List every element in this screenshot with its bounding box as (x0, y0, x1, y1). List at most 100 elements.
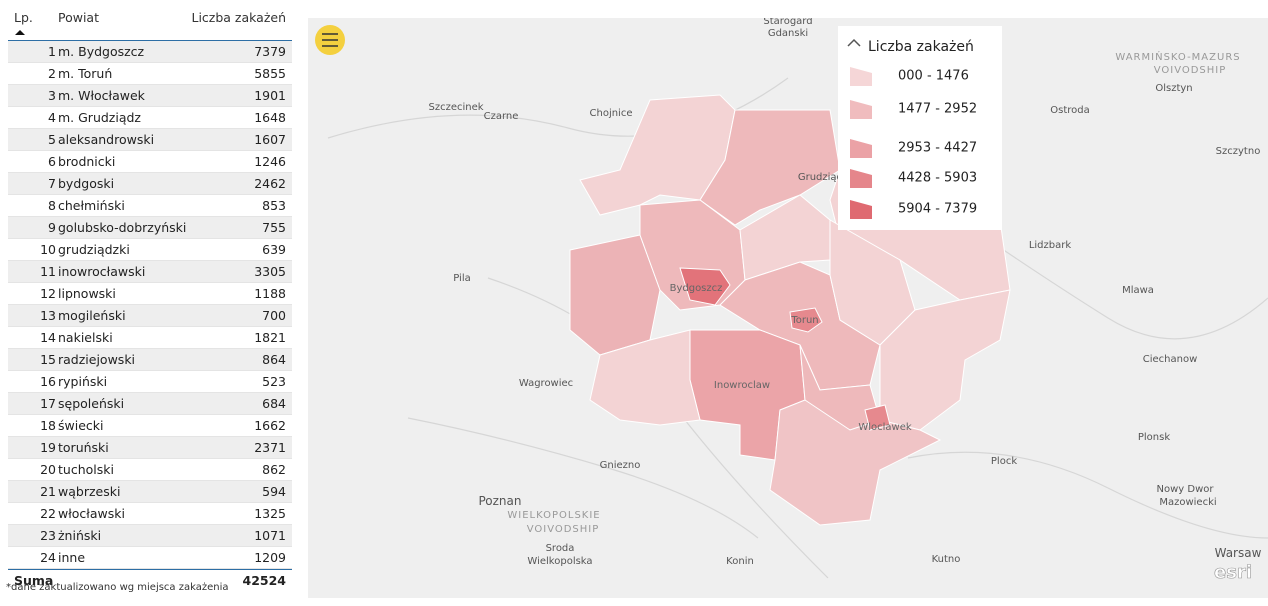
table-row: 12 lipnowski 1188 (8, 283, 292, 305)
place-label: Ostroda (1050, 105, 1090, 116)
row-lp: 24 (40, 550, 56, 565)
place-label: Wagrowiec (519, 378, 573, 389)
table-row: 19 toruński 2371 (8, 437, 292, 459)
place-label: Mlawa (1122, 285, 1154, 296)
header-powiat[interactable]: Powiat (58, 10, 99, 25)
table-row: 3 m. Włocławek 1901 (8, 85, 292, 107)
table-row: 21 wąbrzeski 594 (8, 481, 292, 503)
place-label: Sroda (546, 543, 575, 554)
table-row: 8 chełmiński 853 (8, 195, 292, 217)
row-value: 1246 (254, 154, 286, 169)
table-row: 14 nakielski 1821 (8, 327, 292, 349)
row-value: 1209 (254, 550, 286, 565)
place-label: Poznan (478, 494, 521, 508)
table-row: 9 golubsko-dobrzyński 755 (8, 217, 292, 239)
row-lp: 11 (40, 264, 56, 279)
legend-swatch (850, 200, 872, 219)
header-value[interactable]: Liczba zakażeń (191, 10, 286, 25)
row-value: 1188 (254, 286, 286, 301)
row-value: 5855 (254, 66, 286, 81)
legend: Liczba zakażeń 000 - 1476 1477 - 2952 2953… (838, 26, 1002, 230)
table-row: 18 świecki 1662 (8, 415, 292, 437)
row-powiat: m. Bydgoszcz (58, 44, 145, 59)
sort-arrow (15, 30, 25, 35)
row-lp: 6 (48, 154, 56, 169)
row-value: 1325 (254, 506, 286, 521)
table-row: 24 inne 1209 (8, 547, 292, 569)
place-label: Inowroclaw (714, 380, 770, 391)
row-value: 594 (262, 484, 286, 499)
row-powiat: radziejowski (58, 352, 136, 367)
table-row: 10 grudziądzki 639 (8, 239, 292, 261)
row-value: 1071 (254, 528, 286, 543)
row-value: 1821 (254, 330, 286, 345)
place-label: WIELKOPOLSKIE (507, 510, 600, 521)
row-lp: 20 (40, 462, 56, 477)
table-row: 4 m. Grudziądz 1648 (8, 107, 292, 129)
row-powiat: rypiński (58, 374, 108, 389)
place-label: WARMIŃSKO-MAZURS (1115, 50, 1240, 63)
table-row: 1 m. Bydgoszcz 7379 (8, 41, 292, 63)
row-lp: 16 (40, 374, 56, 389)
row-powiat: wąbrzeski (58, 484, 121, 499)
table-row: 7 bydgoski 2462 (8, 173, 292, 195)
place-label: Warsaw (1215, 546, 1262, 560)
menu-icon (322, 33, 338, 47)
row-lp: 3 (48, 88, 56, 103)
row-powiat: m. Włocławek (58, 88, 145, 103)
row-lp: 22 (40, 506, 56, 521)
total-label: Suma (14, 573, 54, 588)
row-powiat: nakielski (58, 330, 113, 345)
row-powiat: sępoleński (58, 396, 125, 411)
row-lp: 2 (48, 66, 56, 81)
row-powiat: świecki (58, 418, 104, 433)
row-powiat: m. Grudziądz (58, 110, 141, 125)
row-powiat: tucholski (58, 462, 114, 477)
attribution: esri (1214, 562, 1252, 583)
row-value: 3305 (254, 264, 286, 279)
place-label: Wloclawek (858, 422, 912, 433)
place-label: Nowy Dwor (1157, 484, 1215, 495)
row-value: 639 (262, 242, 286, 257)
row-powiat: brodnicki (58, 154, 116, 169)
row-lp: 21 (40, 484, 56, 499)
row-powiat: żniński (58, 528, 102, 543)
table-row: 5 aleksandrowski 1607 (8, 129, 292, 151)
place-label: Bydgoszcz (670, 283, 723, 294)
place-label: Wielkopolska (527, 556, 592, 567)
row-lp: 19 (40, 440, 56, 455)
legend-swatch (850, 169, 872, 188)
table-row: 22 włocławski 1325 (8, 503, 292, 525)
table-row: 23 żniński 1071 (8, 525, 292, 547)
row-powiat: golubsko-dobrzyński (58, 220, 187, 235)
row-value: 7379 (254, 44, 286, 59)
place-label: VOIVODSHIP (1154, 65, 1227, 76)
row-lp: 7 (48, 176, 56, 191)
row-powiat: włocławski (58, 506, 125, 521)
row-value: 2371 (254, 440, 286, 455)
place-label: VOIVODSHIP (527, 524, 600, 535)
row-powiat: aleksandrowski (58, 132, 155, 147)
table-row: 15 radziejowski 864 (8, 349, 292, 371)
row-lp: 23 (40, 528, 56, 543)
header-lp[interactable]: Lp. (14, 10, 33, 25)
table-row: 6 brodnicki 1246 (8, 151, 292, 173)
place-label: Starogard (763, 18, 812, 27)
row-value: 1662 (254, 418, 286, 433)
row-powiat: chełmiński (58, 198, 125, 213)
collapse-icon[interactable] (847, 38, 861, 47)
place-label: Kutno (932, 554, 961, 565)
legend-swatch (850, 67, 872, 86)
table-body: 1 m. Bydgoszcz 7379 2 m. Toruń 5855 3 m. Włocła… (8, 41, 292, 569)
place-label: Chojnice (590, 108, 633, 119)
row-value: 523 (262, 374, 286, 389)
table-row: 11 inowrocławski 3305 (8, 261, 292, 283)
place-label: Konin (726, 556, 754, 567)
total-row: Suma 42524 (8, 569, 292, 591)
table-row: 20 tucholski 862 (8, 459, 292, 481)
legend-swatch (850, 139, 872, 158)
place-label: Lidzbark (1029, 240, 1072, 251)
row-powiat: lipnowski (58, 286, 116, 301)
